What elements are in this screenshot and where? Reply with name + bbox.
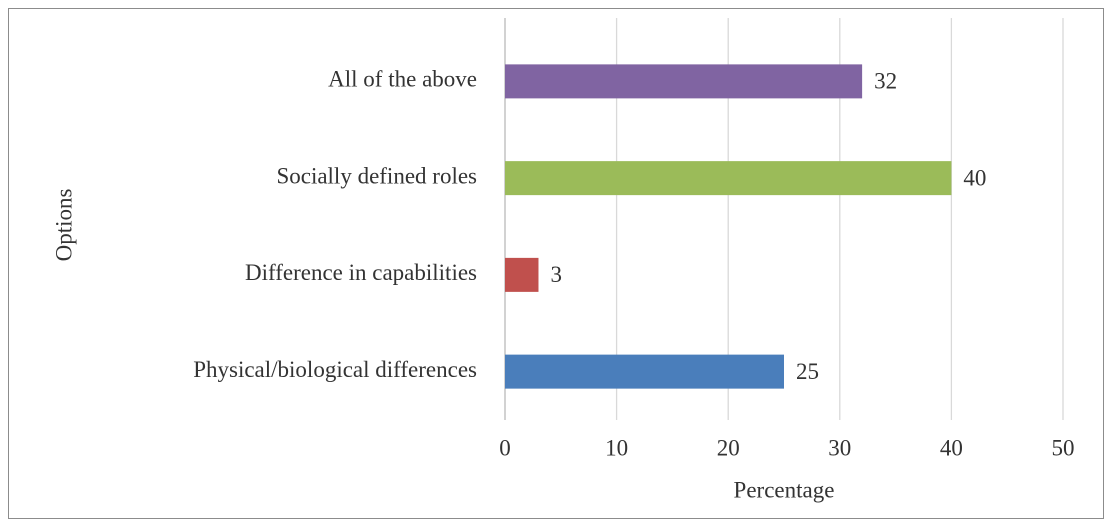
bar	[505, 161, 952, 196]
x-tick-label: 20	[717, 435, 740, 460]
data-label: 32	[874, 69, 897, 94]
bar	[505, 64, 863, 99]
bar	[505, 354, 784, 389]
y-tick-label: All of the above	[328, 67, 477, 92]
y-tick-label: Physical/biological differences	[193, 357, 477, 382]
x-tick-label: 50	[1052, 435, 1075, 460]
x-axis-title: Percentage	[734, 477, 835, 502]
y-tick-label: Difference in capabilities	[245, 260, 477, 285]
x-tick-label: 0	[499, 435, 511, 460]
bar	[505, 257, 539, 292]
data-label: 25	[796, 359, 819, 384]
data-label: 40	[963, 165, 986, 190]
x-tick-label: 30	[828, 435, 851, 460]
data-label: 3	[550, 262, 562, 287]
y-tick-label: Socially defined roles	[276, 163, 477, 188]
x-tick-label: 40	[940, 435, 963, 460]
y-axis-title: Options	[51, 189, 76, 262]
x-tick-label: 10	[605, 435, 628, 460]
